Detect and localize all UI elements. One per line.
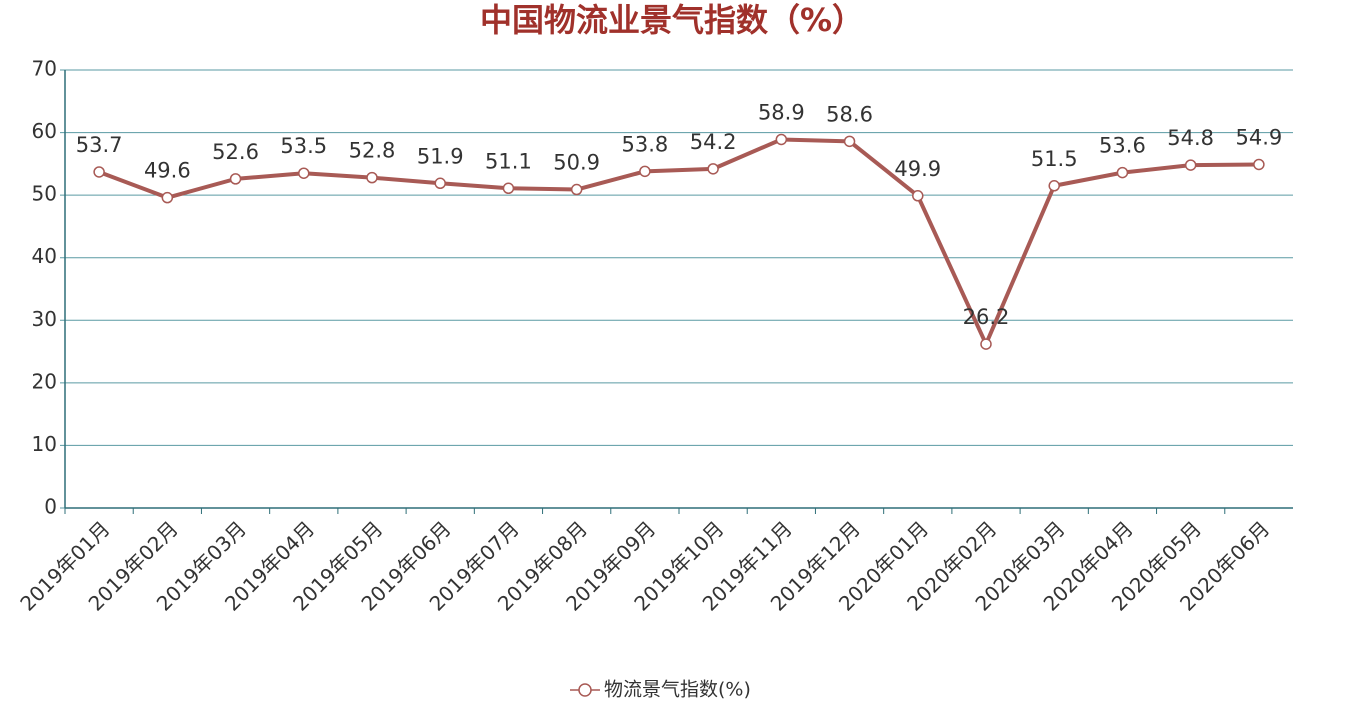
legend-label: 物流景气指数(%) — [604, 679, 751, 701]
point — [639, 165, 651, 178]
chart-title: 中国物流业景气指数（%） — [480, 1, 864, 39]
y-tick-label: 40 — [32, 244, 57, 268]
data-label: 54.9 — [1236, 125, 1283, 149]
data-label: 51.9 — [417, 144, 464, 168]
point — [980, 338, 992, 350]
y-tick-label: 0 — [44, 495, 57, 519]
data-label: 53.5 — [280, 134, 327, 158]
y-tick-label: 50 — [32, 182, 57, 206]
y-tick-label: 70 — [32, 57, 57, 81]
point — [434, 177, 446, 190]
line — [98, 137, 1259, 347]
point — [1048, 180, 1060, 192]
data-label: 58.6 — [826, 102, 873, 126]
point — [775, 133, 788, 146]
y-tick-label: 30 — [32, 307, 57, 331]
data-label: 49.9 — [894, 157, 941, 181]
point — [93, 166, 105, 178]
data-label: 54.8 — [1167, 126, 1214, 150]
data-label: 52.6 — [212, 140, 259, 164]
legend-marker — [578, 683, 592, 697]
point — [366, 171, 378, 184]
point — [707, 163, 719, 175]
point — [1184, 159, 1197, 171]
y-tick-label: 20 — [32, 369, 57, 393]
data-label: 51.1 — [485, 149, 532, 173]
point — [229, 173, 242, 185]
point — [912, 190, 924, 202]
data-label: 49.6 — [144, 159, 191, 183]
data-label: 53.6 — [1099, 134, 1146, 158]
data-label: 52.8 — [349, 139, 396, 163]
data-label: 51.5 — [1031, 147, 1078, 171]
point — [298, 167, 310, 179]
point — [843, 135, 856, 148]
y-tick-label: 10 — [32, 432, 57, 456]
data-label: 50.9 — [553, 151, 600, 175]
y-tick-label: 60 — [32, 119, 57, 143]
data-label: 26.2 — [963, 305, 1010, 329]
point — [1116, 166, 1129, 179]
point — [502, 182, 515, 195]
point — [1253, 158, 1265, 171]
point — [570, 183, 583, 196]
data-label: 53.8 — [622, 132, 669, 156]
data-label: 53.7 — [76, 133, 123, 157]
data-label: 58.9 — [758, 100, 805, 124]
data-label: 54.2 — [690, 130, 737, 154]
point — [161, 191, 174, 204]
